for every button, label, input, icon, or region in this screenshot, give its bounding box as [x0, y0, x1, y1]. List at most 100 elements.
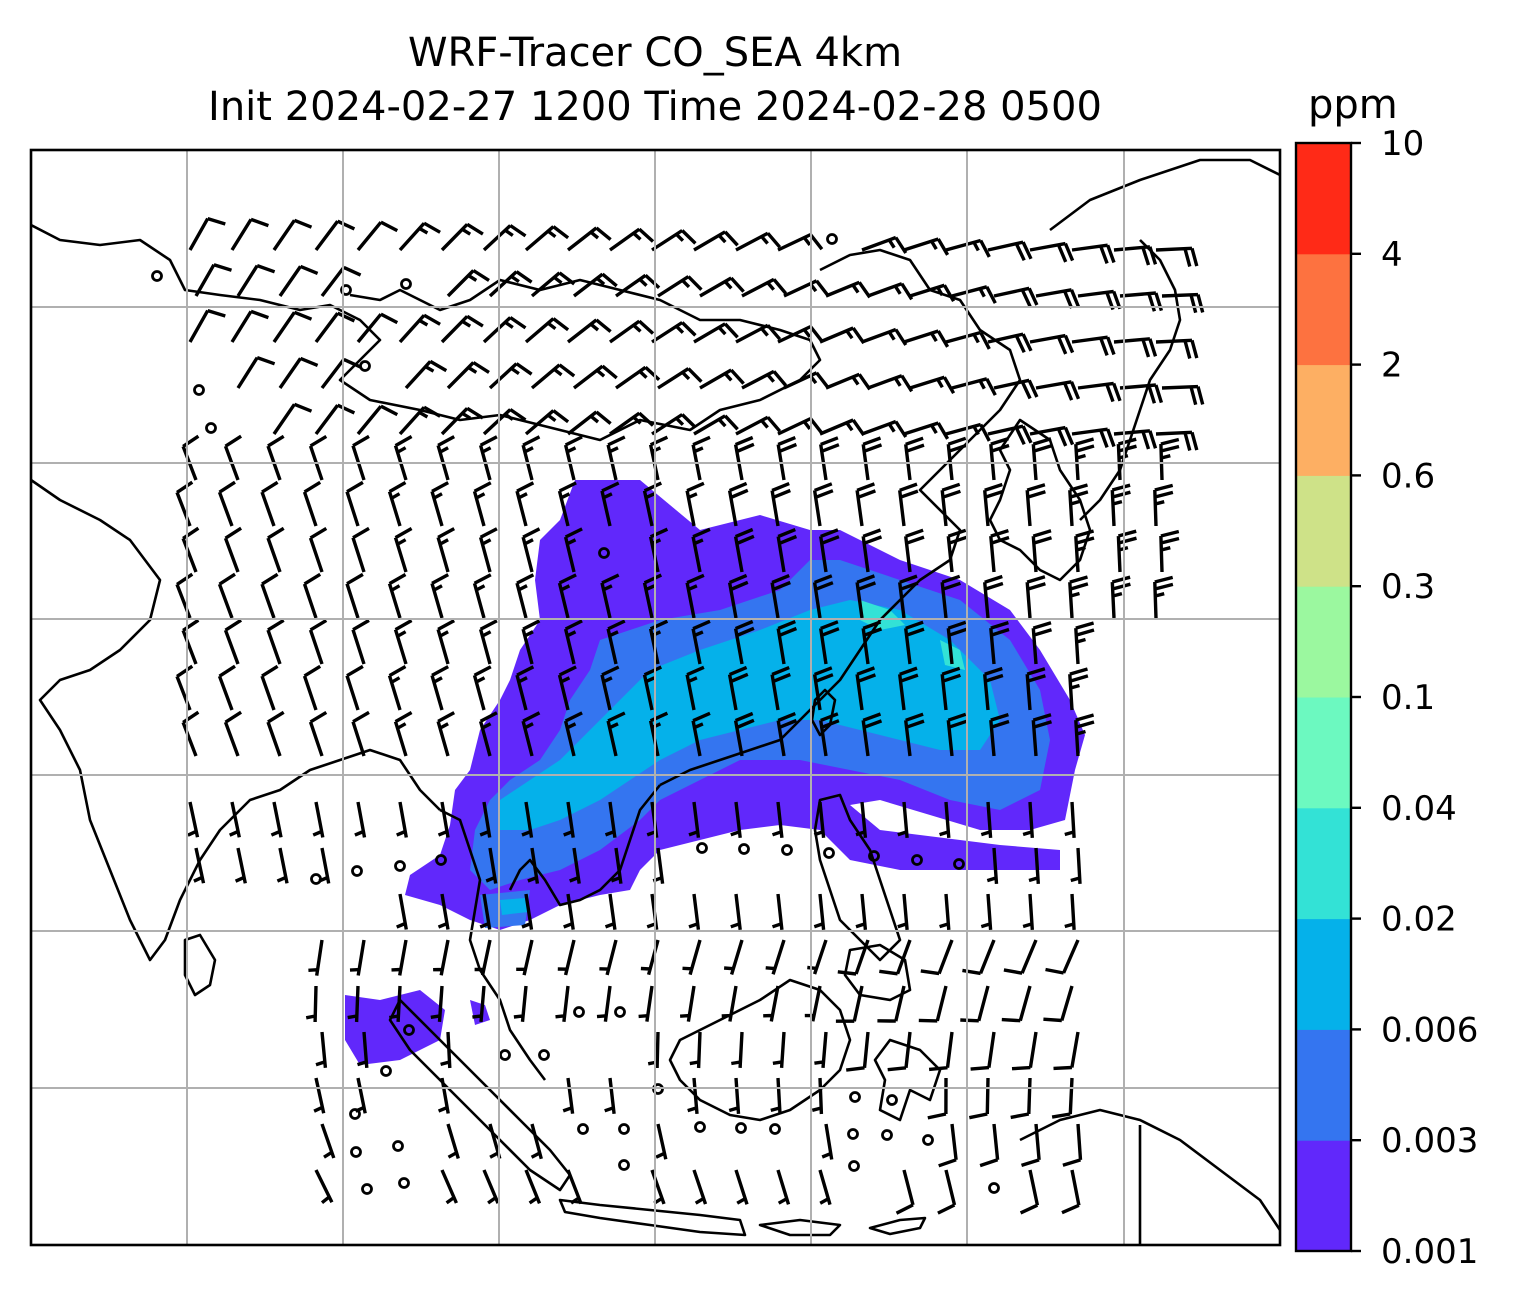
wind-barb	[642, 665, 663, 711]
wind-barb	[236, 263, 276, 297]
wind-barb	[776, 436, 798, 481]
wind-barb	[1003, 939, 1038, 975]
wind-barb	[819, 620, 840, 665]
wind-barb	[735, 415, 782, 436]
wind-barb	[1031, 529, 1052, 573]
wind-barb	[615, 365, 661, 390]
calm-wind-circle	[205, 422, 217, 434]
wind-barb	[1077, 381, 1122, 403]
wind-barb	[861, 436, 883, 481]
wind-barb	[1001, 985, 1032, 1023]
wind-barb	[946, 712, 968, 757]
wind-barb	[946, 528, 968, 573]
calm-wind-circle	[911, 854, 923, 866]
wind-barb	[1045, 939, 1080, 975]
wind-barb	[918, 985, 948, 1023]
wind-barb	[951, 285, 997, 304]
calm-wind-circle	[881, 1129, 893, 1141]
wind-barb	[648, 435, 669, 481]
wind-barb	[308, 434, 328, 481]
wind-barb	[1110, 575, 1131, 619]
wind-barb	[610, 847, 623, 884]
wind-barb	[1028, 847, 1040, 885]
colorbar-ticks: 0.001 0.003 0.006 0.02 0.04 0.1 0.3 0.6 2 4 10	[1351, 124, 1478, 1272]
wind-barb	[555, 985, 570, 1022]
wind-barb	[937, 1169, 957, 1215]
wind-barb	[691, 435, 711, 481]
wind-barb	[433, 939, 450, 976]
wind-barb	[904, 528, 925, 573]
wind-barb	[983, 482, 1004, 527]
wind-barb	[1011, 1031, 1038, 1071]
wind-barb	[928, 1031, 954, 1072]
wind-barb	[909, 283, 956, 303]
wind-barb	[763, 985, 780, 1022]
wind-barb	[260, 480, 279, 527]
wind-barb	[920, 939, 954, 976]
wind-barb	[1029, 333, 1075, 355]
calm-wind-circle	[380, 1065, 392, 1077]
calm-wind-circle	[573, 1006, 585, 1018]
colorbar-tick-label: 0.02	[1381, 900, 1457, 940]
wind-barb	[440, 1169, 458, 1205]
wind-barb	[772, 1031, 786, 1069]
colorbar-segment	[1296, 364, 1351, 476]
wind-barb	[723, 939, 744, 975]
calm-wind-circle	[340, 284, 352, 296]
colorbar-tick-label: 4	[1381, 235, 1403, 275]
wind-barb	[987, 332, 1033, 354]
wind-barb	[909, 375, 956, 395]
calm-wind-circle	[403, 1024, 415, 1036]
wind-barb	[223, 526, 243, 573]
wind-barb	[396, 893, 408, 930]
wind-barb	[1070, 847, 1082, 884]
wind-barb	[387, 665, 407, 711]
coastline-new-guinea	[1019, 1108, 1280, 1231]
wind-barbs	[175, 216, 1205, 1215]
wind-barb	[734, 1169, 749, 1205]
colorbar-tick-label: 10	[1381, 124, 1424, 164]
wind-barb	[354, 1077, 367, 1114]
calm-wind-circle	[351, 865, 363, 877]
wind-barb	[651, 413, 697, 436]
wind-barb	[951, 377, 997, 396]
wind-barb	[276, 847, 289, 884]
wind-barb	[398, 221, 441, 252]
wind-barb	[877, 985, 906, 1023]
colorbar-segment	[1296, 475, 1351, 587]
wind-barb	[440, 1031, 452, 1069]
wind-barb	[175, 480, 194, 527]
coastline-japan	[1079, 239, 1182, 521]
wind-barb	[812, 482, 834, 527]
wind-barb	[398, 405, 441, 436]
wind-barb	[1159, 529, 1180, 573]
wind-barb	[566, 226, 612, 252]
wind-barb	[727, 481, 749, 527]
wind-barb	[693, 414, 739, 436]
wind-barb	[693, 230, 739, 252]
wind-barb	[903, 329, 950, 348]
wind-barb	[302, 480, 322, 527]
wind-barb	[1064, 893, 1076, 930]
wind-barb	[482, 224, 527, 252]
wind-barb	[1029, 425, 1075, 447]
wind-barb	[1025, 483, 1046, 527]
colorbar-segment	[1296, 586, 1351, 698]
wind-barb	[987, 240, 1033, 262]
wind-barb	[1071, 243, 1116, 264]
wind-barb	[356, 312, 399, 344]
wind-barb	[357, 1031, 369, 1069]
wind-barb	[1161, 292, 1205, 314]
coastline-lesser-sunda	[758, 1218, 842, 1237]
wind-barb	[855, 893, 868, 930]
calm-wind-circle	[394, 860, 406, 872]
wind-barb	[320, 1123, 336, 1159]
wind-barb	[812, 574, 834, 619]
wind-barb	[347, 985, 360, 1023]
calm-wind-circle	[538, 1049, 550, 1061]
wind-barb	[983, 574, 1004, 619]
wind-barb	[436, 619, 456, 665]
calm-wind-circle	[696, 842, 708, 854]
calm-wind-circle	[398, 1177, 410, 1189]
wind-barb	[1074, 437, 1095, 481]
